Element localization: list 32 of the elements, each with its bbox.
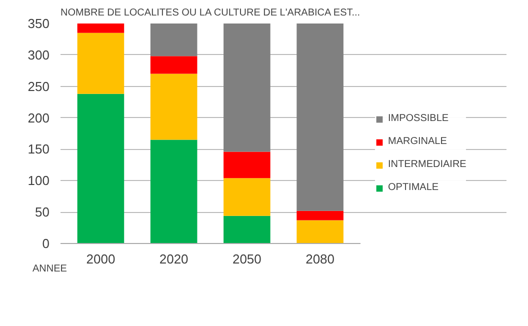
bar xyxy=(224,178,270,216)
legend-label: OPTIMALE xyxy=(388,182,439,193)
x-axis-title: ANNEE xyxy=(32,264,68,274)
bar xyxy=(296,220,344,244)
x-tick-label: 2050 xyxy=(232,252,262,266)
x-tick-label: 2080 xyxy=(306,252,335,266)
bar xyxy=(224,152,270,178)
bar xyxy=(77,32,124,94)
bar xyxy=(150,140,198,244)
bar xyxy=(296,24,344,211)
bar xyxy=(296,210,344,220)
bar xyxy=(77,94,124,244)
y-tick-label: 300 xyxy=(28,47,50,62)
legend-label: IMPOSSIBLE xyxy=(388,113,449,124)
x-tick-label: 2020 xyxy=(159,252,188,266)
legend-label: MARGINALE xyxy=(388,136,447,147)
y-tick-label: 150 xyxy=(28,142,50,157)
bar xyxy=(150,74,198,140)
legend-label: INTERMEDIAIRE xyxy=(388,159,466,170)
y-tick-label: 0 xyxy=(42,236,50,251)
bar xyxy=(150,24,198,56)
x-tick-label: 2000 xyxy=(86,252,116,266)
bar xyxy=(224,24,270,152)
y-tick-label: 50 xyxy=(35,204,50,220)
y-tick-label: 350 xyxy=(28,16,50,31)
bar xyxy=(224,216,270,244)
bar xyxy=(150,56,198,74)
y-tick-label: 100 xyxy=(28,173,50,188)
y-tick-label: 250 xyxy=(28,78,50,94)
chart-title: NOMBRE DE LOCALITES OU LA CULTURE DE L'ARABICA EST... xyxy=(60,8,360,18)
bar xyxy=(77,24,124,33)
y-tick-label: 200 xyxy=(28,110,50,126)
